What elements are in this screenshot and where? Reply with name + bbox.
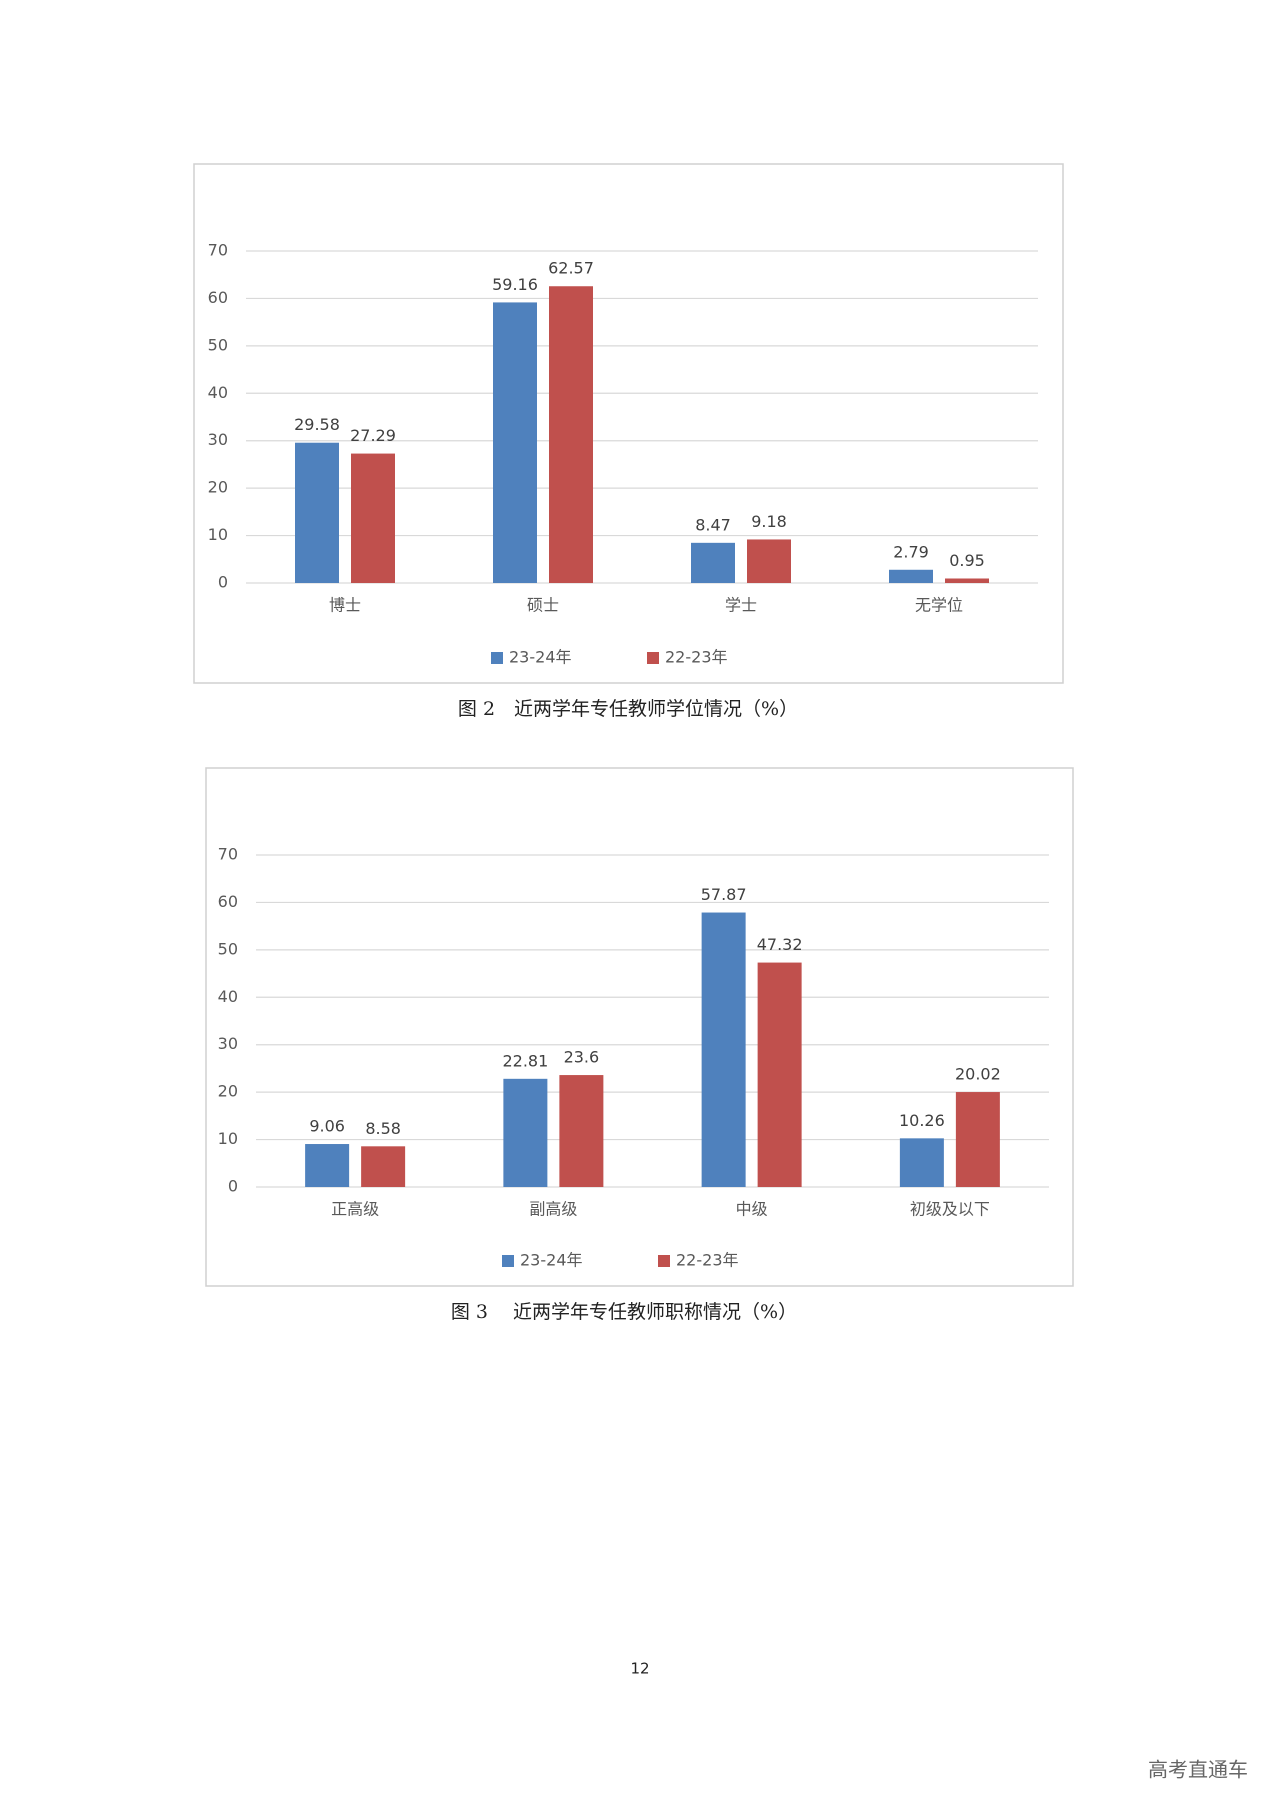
legend-label: 23-24年 — [509, 648, 572, 667]
y-tick-label: 30 — [218, 1034, 238, 1053]
value-label: 29.58 — [294, 415, 340, 434]
y-tick-label: 60 — [218, 892, 238, 911]
y-tick-label: 0 — [228, 1177, 238, 1196]
chart-frame — [193, 163, 1064, 684]
x-tick-label: 无学位 — [915, 596, 963, 615]
value-label: 47.32 — [757, 935, 803, 954]
y-tick-label: 0 — [218, 573, 228, 592]
y-tick-label: 70 — [208, 241, 228, 260]
value-label: 62.57 — [548, 259, 594, 278]
legend-label: 22-23年 — [665, 648, 728, 667]
y-tick-label: 70 — [218, 845, 238, 864]
x-tick-label: 初级及以下 — [910, 1200, 990, 1219]
bar — [945, 578, 989, 583]
watermark: 高考直通车 — [1148, 1758, 1248, 1782]
y-tick-label: 50 — [208, 335, 228, 354]
value-label: 57.87 — [701, 885, 747, 904]
y-tick-label: 40 — [218, 987, 238, 1006]
legend-swatch — [647, 652, 659, 664]
y-tick-label: 40 — [208, 383, 228, 402]
x-tick-label: 中级 — [736, 1200, 768, 1219]
y-tick-label: 10 — [208, 525, 228, 544]
y-tick-label: 20 — [218, 1082, 238, 1101]
y-tick-label: 30 — [208, 430, 228, 449]
value-label: 2.79 — [893, 542, 929, 561]
y-tick-label: 20 — [208, 478, 228, 497]
bar — [757, 962, 802, 1187]
bar — [305, 1144, 350, 1187]
figure-caption: 图 2 近两学年专任教师学位情况（%） — [458, 698, 798, 720]
x-tick-label: 硕士 — [527, 596, 559, 615]
value-label: 0.95 — [949, 551, 985, 570]
bar — [549, 286, 593, 583]
value-label: 27.29 — [350, 426, 396, 445]
value-label: 9.18 — [751, 512, 787, 531]
legend-swatch — [658, 1255, 670, 1267]
value-label: 22.81 — [502, 1051, 548, 1070]
bar — [747, 539, 791, 583]
bar — [503, 1078, 548, 1187]
bar — [955, 1092, 1000, 1187]
value-label: 8.58 — [365, 1119, 401, 1138]
legend-label: 22-23年 — [676, 1251, 739, 1270]
bar — [361, 1146, 406, 1187]
value-label: 10.26 — [899, 1111, 945, 1130]
legend-swatch — [502, 1255, 514, 1267]
x-tick-label: 博士 — [329, 596, 361, 615]
value-label: 59.16 — [492, 275, 538, 294]
bar — [889, 569, 933, 583]
x-tick-label: 副高级 — [529, 1200, 577, 1219]
bar — [559, 1075, 604, 1187]
bar — [691, 542, 735, 583]
value-label: 20.02 — [955, 1065, 1001, 1084]
legend-swatch — [491, 652, 503, 664]
bar — [493, 302, 537, 583]
bar — [351, 453, 395, 583]
y-tick-label: 60 — [208, 288, 228, 307]
chart-frame — [205, 767, 1074, 1287]
bar — [295, 442, 339, 583]
page-number: 12 — [630, 1660, 649, 1678]
x-tick-label: 学士 — [725, 596, 757, 615]
value-label: 9.06 — [309, 1117, 345, 1136]
y-tick-label: 10 — [218, 1129, 238, 1148]
bar — [899, 1138, 944, 1187]
value-label: 8.47 — [695, 515, 731, 534]
x-tick-label: 正高级 — [331, 1200, 379, 1219]
figure-caption: 图 3 近两学年专任教师职称情况（%） — [451, 1301, 797, 1323]
legend-label: 23-24年 — [520, 1251, 583, 1270]
bar — [701, 912, 746, 1187]
value-label: 23.6 — [564, 1048, 600, 1067]
y-tick-label: 50 — [218, 939, 238, 958]
